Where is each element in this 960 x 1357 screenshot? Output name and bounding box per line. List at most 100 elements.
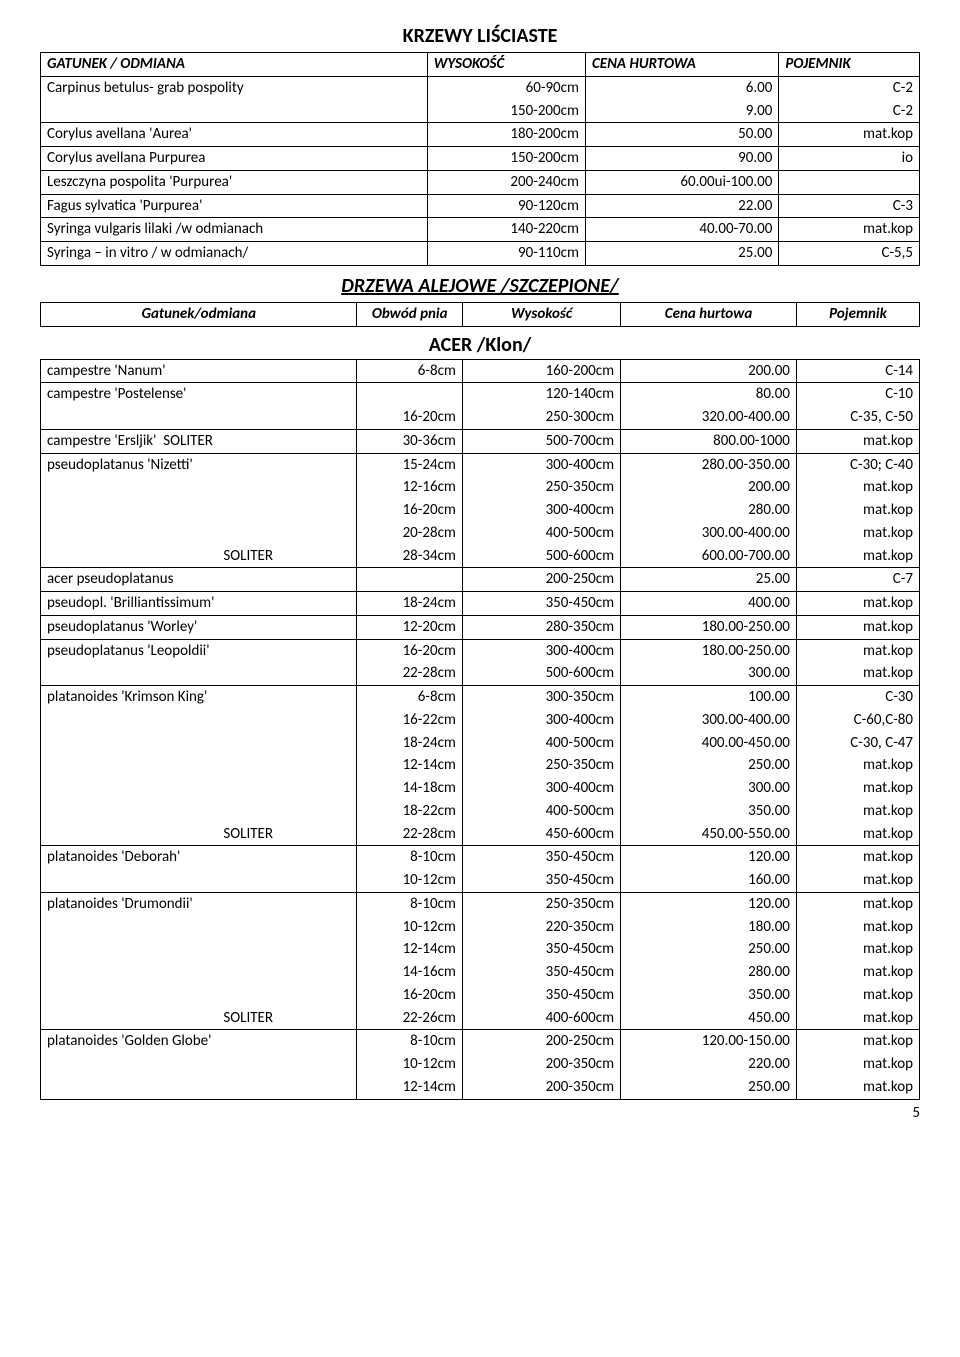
table-row: Corylus avellana Purpurea150-200cm90.00i…	[41, 147, 920, 171]
cell-height: 160-200cm	[462, 359, 620, 383]
cell-obwod: 28-34cm	[357, 545, 462, 568]
cell-height: 450-600cm	[462, 823, 620, 846]
table-row: Fagus sylvatica 'Purpurea'90-120cm22.00C…	[41, 194, 920, 218]
cell-name: campestre 'Nanum'	[41, 359, 357, 383]
cell-height: 500-700cm	[462, 429, 620, 453]
cell-name	[41, 800, 357, 823]
cell-container: mat.kop	[796, 846, 919, 869]
cell-obwod: 12-14cm	[357, 938, 462, 961]
page-number: 5	[40, 1104, 920, 1122]
cell-container: mat.kop	[796, 499, 919, 522]
cell-container: mat.kop	[796, 1053, 919, 1076]
cell-name	[41, 961, 357, 984]
cell-container: mat.kop	[796, 961, 919, 984]
cell-name	[41, 938, 357, 961]
cell-name: SOLITER	[41, 823, 357, 846]
cell-container: mat.kop	[796, 639, 919, 662]
cell-container: mat.kop	[796, 1076, 919, 1099]
cell-height: 300-400cm	[462, 709, 620, 732]
cell-name: SOLITER	[41, 1007, 357, 1030]
table-row: campestre 'Postelense'120-140cm80.00C-10	[41, 383, 920, 406]
cell-height: 250-300cm	[462, 406, 620, 429]
cell-height: 400-600cm	[462, 1007, 620, 1030]
cell-name	[41, 869, 357, 892]
cell-height: 350-450cm	[462, 984, 620, 1007]
col-poj2: Pojemnik	[796, 302, 919, 326]
cell-obwod: 16-20cm	[357, 639, 462, 662]
cell-price: 350.00	[621, 800, 797, 823]
cell-name: platanoides 'Krimson King'	[41, 686, 357, 709]
cell-height: 300-400cm	[462, 453, 620, 476]
cell-container: mat.kop	[796, 800, 919, 823]
cell-price: 120.00	[621, 846, 797, 869]
cell-name: platanoides 'Golden Globe'	[41, 1030, 357, 1053]
cell-price: 250.00	[621, 754, 797, 777]
table-row: Syringa – in vitro / w odmianach/90-110c…	[41, 242, 920, 266]
section1-header-row: GATUNEK / ODMIANA WYSOKOŚĆ CENA HURTOWA …	[41, 53, 920, 77]
cell-obwod: 20-28cm	[357, 522, 462, 545]
table-row: 12-14cm350-450cm250.00mat.kop	[41, 938, 920, 961]
cell-container: io	[779, 147, 920, 171]
cell-container: C-5,5	[779, 242, 920, 266]
table-row: 16-20cm300-400cm280.00mat.kop	[41, 499, 920, 522]
cell-name: campestre 'Postelense'	[41, 383, 357, 406]
cell-height: 350-450cm	[462, 869, 620, 892]
cell-obwod: 16-20cm	[357, 984, 462, 1007]
table-row: platanoides 'Krimson King'6-8cm300-350cm…	[41, 686, 920, 709]
cell-obwod: 30-36cm	[357, 429, 462, 453]
col-gatunek: GATUNEK / ODMIANA	[41, 53, 428, 77]
cell-container: mat.kop	[796, 615, 919, 639]
cell-price: 9.00	[585, 100, 778, 123]
cell-name: Leszczyna pospolita 'Purpurea'	[41, 170, 428, 194]
section3-table: campestre 'Nanum'6-8cm160-200cm200.00C-1…	[40, 359, 920, 1100]
cell-container: C-30, C-47	[796, 732, 919, 755]
cell-obwod	[357, 568, 462, 592]
table-row: pseudoplatanus 'Worley'12-20cm280-350cm1…	[41, 615, 920, 639]
cell-obwod: 10-12cm	[357, 869, 462, 892]
table-row: 150-200cm9.00C-2	[41, 100, 920, 123]
cell-height: 200-240cm	[427, 170, 585, 194]
cell-name	[41, 1053, 357, 1076]
table-row: campestre 'Ersljik' SOLITER30-36cm500-70…	[41, 429, 920, 453]
cell-price: 25.00	[621, 568, 797, 592]
cell-container: mat.kop	[796, 1030, 919, 1053]
cell-name: Syringa – in vitro / w odmianach/	[41, 242, 428, 266]
cell-name	[41, 662, 357, 685]
cell-height: 300-400cm	[462, 499, 620, 522]
cell-obwod: 14-16cm	[357, 961, 462, 984]
cell-container: mat.kop	[796, 592, 919, 616]
cell-price: 300.00-400.00	[621, 709, 797, 732]
cell-name: Corylus avellana 'Aurea'	[41, 123, 428, 147]
cell-name: Fagus sylvatica 'Purpurea'	[41, 194, 428, 218]
cell-height: 90-110cm	[427, 242, 585, 266]
cell-price: 300.00-400.00	[621, 522, 797, 545]
table-row: 16-20cm350-450cm350.00mat.kop	[41, 984, 920, 1007]
table-row: 12-16cm250-350cm200.00mat.kop	[41, 476, 920, 499]
table-row: 20-28cm400-500cm300.00-400.00mat.kop	[41, 522, 920, 545]
table-row: acer pseudoplatanus200-250cm25.00C-7	[41, 568, 920, 592]
section2-table: Gatunek/odmiana Obwód pnia Wysokość Cena…	[40, 302, 920, 327]
cell-container: C-14	[796, 359, 919, 383]
cell-obwod: 6-8cm	[357, 359, 462, 383]
table-row: Leszczyna pospolita 'Purpurea'200-240cm6…	[41, 170, 920, 194]
cell-height: 350-450cm	[462, 938, 620, 961]
table-row: Syringa vulgaris lilaki /w odmianach140-…	[41, 218, 920, 242]
table-row: 10-12cm350-450cm160.00mat.kop	[41, 869, 920, 892]
cell-name: pseudopl. 'Brilliantissimum'	[41, 592, 357, 616]
cell-price: 60.00ui-100.00	[585, 170, 778, 194]
cell-name: Syringa vulgaris lilaki /w odmianach	[41, 218, 428, 242]
cell-container: mat.kop	[796, 429, 919, 453]
table-row: 18-22cm400-500cm350.00mat.kop	[41, 800, 920, 823]
cell-obwod: 16-22cm	[357, 709, 462, 732]
table-row: 14-16cm350-450cm280.00mat.kop	[41, 961, 920, 984]
cell-name: pseudoplatanus 'Nizetti'	[41, 453, 357, 476]
table-row: 18-24cm400-500cm400.00-450.00C-30, C-47	[41, 732, 920, 755]
cell-price: 22.00	[585, 194, 778, 218]
cell-container: C-2	[779, 100, 920, 123]
cell-name	[41, 777, 357, 800]
cell-container: C-10	[796, 383, 919, 406]
cell-name: Corylus avellana Purpurea	[41, 147, 428, 171]
cell-obwod: 22-28cm	[357, 662, 462, 685]
cell-price: 280.00	[621, 499, 797, 522]
cell-container: mat.kop	[796, 892, 919, 915]
